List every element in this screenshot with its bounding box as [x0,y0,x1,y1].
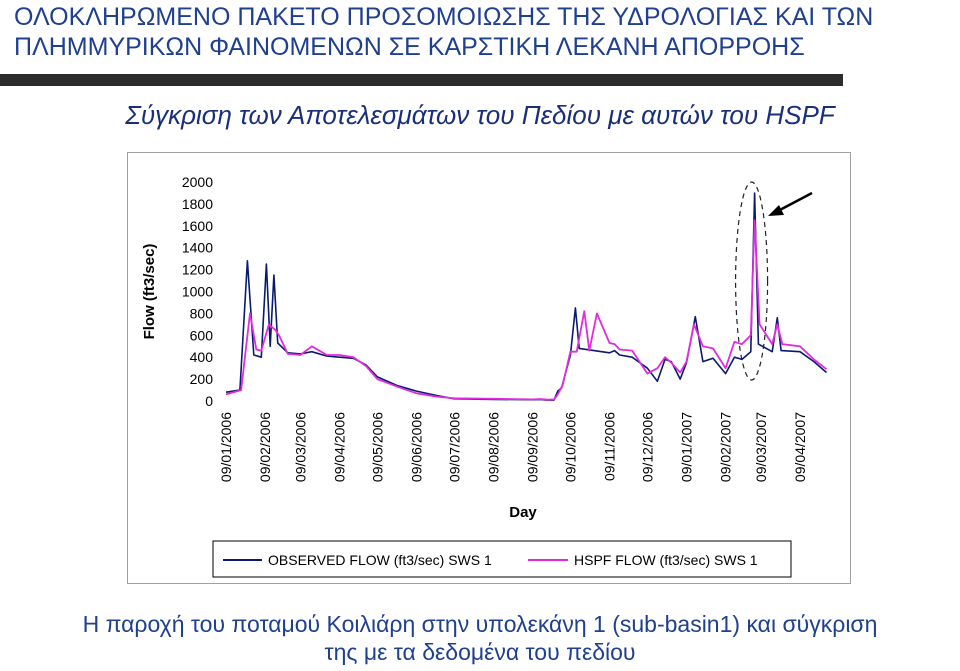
series-line-observed [225,192,828,401]
series-line-hspf [225,219,828,401]
x-tick-label: 09/06/2006 [408,412,424,482]
x-tick-label: 09/01/2006 [218,412,234,482]
x-tick-label: 09/01/2007 [678,412,694,482]
caption-line-1: Η παροχή του ποταμού Κοιλιάρη στην υπολε… [82,611,878,637]
peak-arrow-head [768,205,784,216]
legend-box [212,540,792,578]
y-tick-label: 2000 [182,174,213,190]
x-tick-label: 09/12/2006 [639,412,655,482]
title-line-2: ΠΛΗΜΜΥΡΙΚΩΝ ΦΑΙΝΟΜΕΝΩΝ ΣΕ ΚΑΡΣΤΙΚΗ ΛΕΚΑΝ… [14,33,805,61]
x-tick-label: 09/09/2006 [525,412,541,482]
caption-line-2: της με τα δεδομένα του πεδίου [324,639,636,665]
y-tick-label: 600 [190,327,214,343]
figure-caption: Η παροχή του ποταμού Κοιλιάρη στην υπολε… [0,610,960,666]
flow-chart: 0 200 400 600 800 1000 1200 1400 1600 1800 2000 Flo… [141,174,828,578]
legend-label-hspf: HSPF FLOW (ft3/sec) SWS 1 [574,552,758,568]
y-tick-label: 1000 [182,284,213,300]
y-tick-label: 1400 [182,240,213,256]
x-tick-label: 09/02/2007 [718,412,734,482]
y-tick-label: 1600 [182,218,213,234]
x-tick-label: 09/02/2006 [257,412,273,482]
x-tick-label: 09/07/2006 [446,412,462,482]
x-tick-label: 09/10/2006 [562,412,578,482]
x-tick-label: 09/11/2006 [602,412,618,481]
main-title: ΟΛΟΚΛΗΡΩΜΕΝΟ ΠΑΚΕΤΟ ΠΡΟΣΟΜΟΙΩΣΗΣ ΤΗΣ ΥΔΡ… [14,2,954,62]
x-axis-label: Day [509,504,537,521]
peak-highlight-ellipse [734,181,769,381]
y-tick-label: 1200 [182,262,213,278]
y-tick-label: 800 [190,305,214,321]
y-tick-label: 0 [205,393,213,409]
x-tick-label: 09/03/2006 [292,412,308,482]
y-tick-label: 200 [190,371,214,387]
subtitle: Σύγκριση των Αποτελεσμάτων του Πεδίου με… [125,100,835,130]
y-axis-label: Flow (ft3/sec) [141,244,158,340]
y-tick-label: 400 [190,349,214,365]
y-tick-label: 1800 [182,196,213,212]
title-line-1: ΟΛΟΚΛΗΡΩΜΕΝΟ ΠΑΚΕΤΟ ΠΡΟΣΟΜΟΙΩΣΗΣ ΤΗΣ ΥΔΡ… [14,3,874,31]
chart-frame: 0 200 400 600 800 1000 1200 1400 1600 1800 2000 Flo… [127,152,851,584]
x-tick-label: 09/05/2006 [369,412,385,482]
peak-arrow-line [775,191,813,214]
x-tick-label: 09/04/2007 [792,412,808,482]
legend-label-observed: OBSERVED FLOW (ft3/sec) SWS 1 [268,552,492,568]
x-tick-label: 09/08/2006 [485,412,501,482]
x-tick-label: 09/04/2006 [332,412,348,482]
title-rule [0,74,843,86]
x-tick-label: 09/03/2007 [753,412,769,482]
